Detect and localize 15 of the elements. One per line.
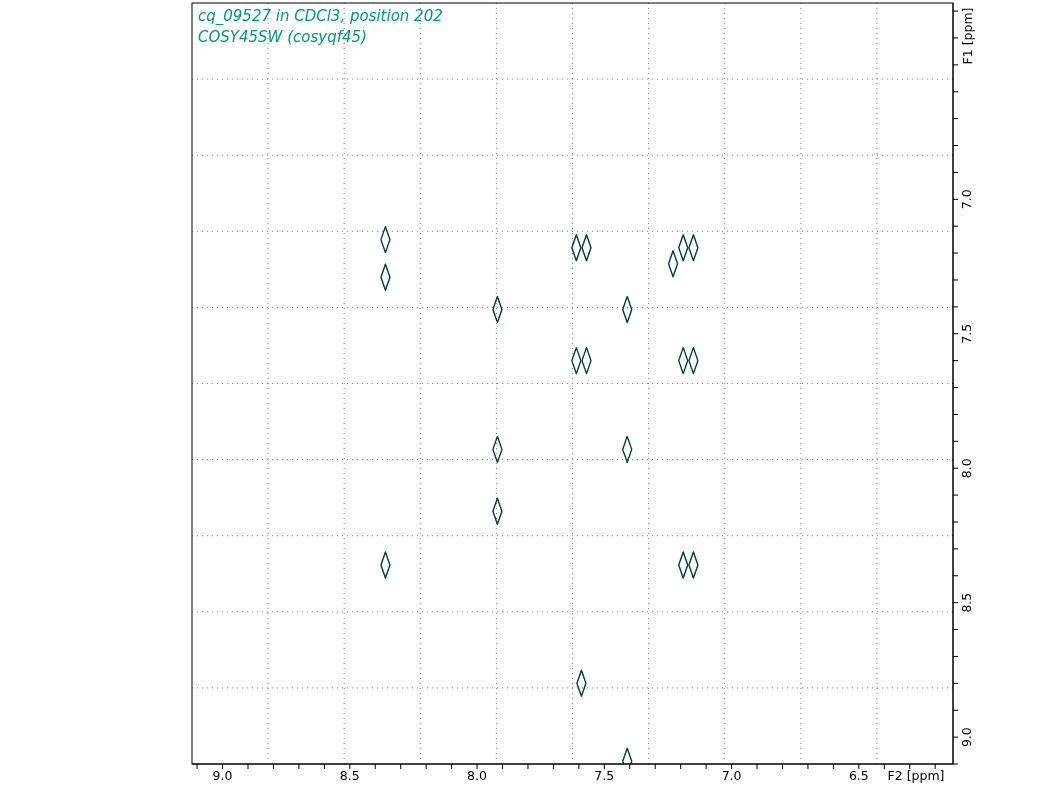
x-tick-label: 7.5 xyxy=(594,767,615,783)
x-tick-label: 8.5 xyxy=(339,767,360,783)
x-axis-title: F2 [ppm] xyxy=(887,767,945,783)
y-tick-label: 8.0 xyxy=(959,458,974,479)
x-tick-label: 7.0 xyxy=(721,767,742,783)
x-tick-label: 9.0 xyxy=(212,767,233,783)
y-axis-title: F1 [ppm] xyxy=(960,7,975,65)
chart-title: cq_09527 in CDCl3, position 202 xyxy=(198,7,443,26)
text: COSY45SW (cosyqf45) xyxy=(198,28,367,46)
y-tick-label: 7.0 xyxy=(959,189,974,210)
x-tick-label: 6.5 xyxy=(848,767,869,783)
y-tick-label: 7.5 xyxy=(959,323,974,344)
y-tick-label: 8.5 xyxy=(959,592,974,613)
y-tick-label: 9.0 xyxy=(959,727,974,748)
x-tick-label: 8.0 xyxy=(467,767,488,783)
